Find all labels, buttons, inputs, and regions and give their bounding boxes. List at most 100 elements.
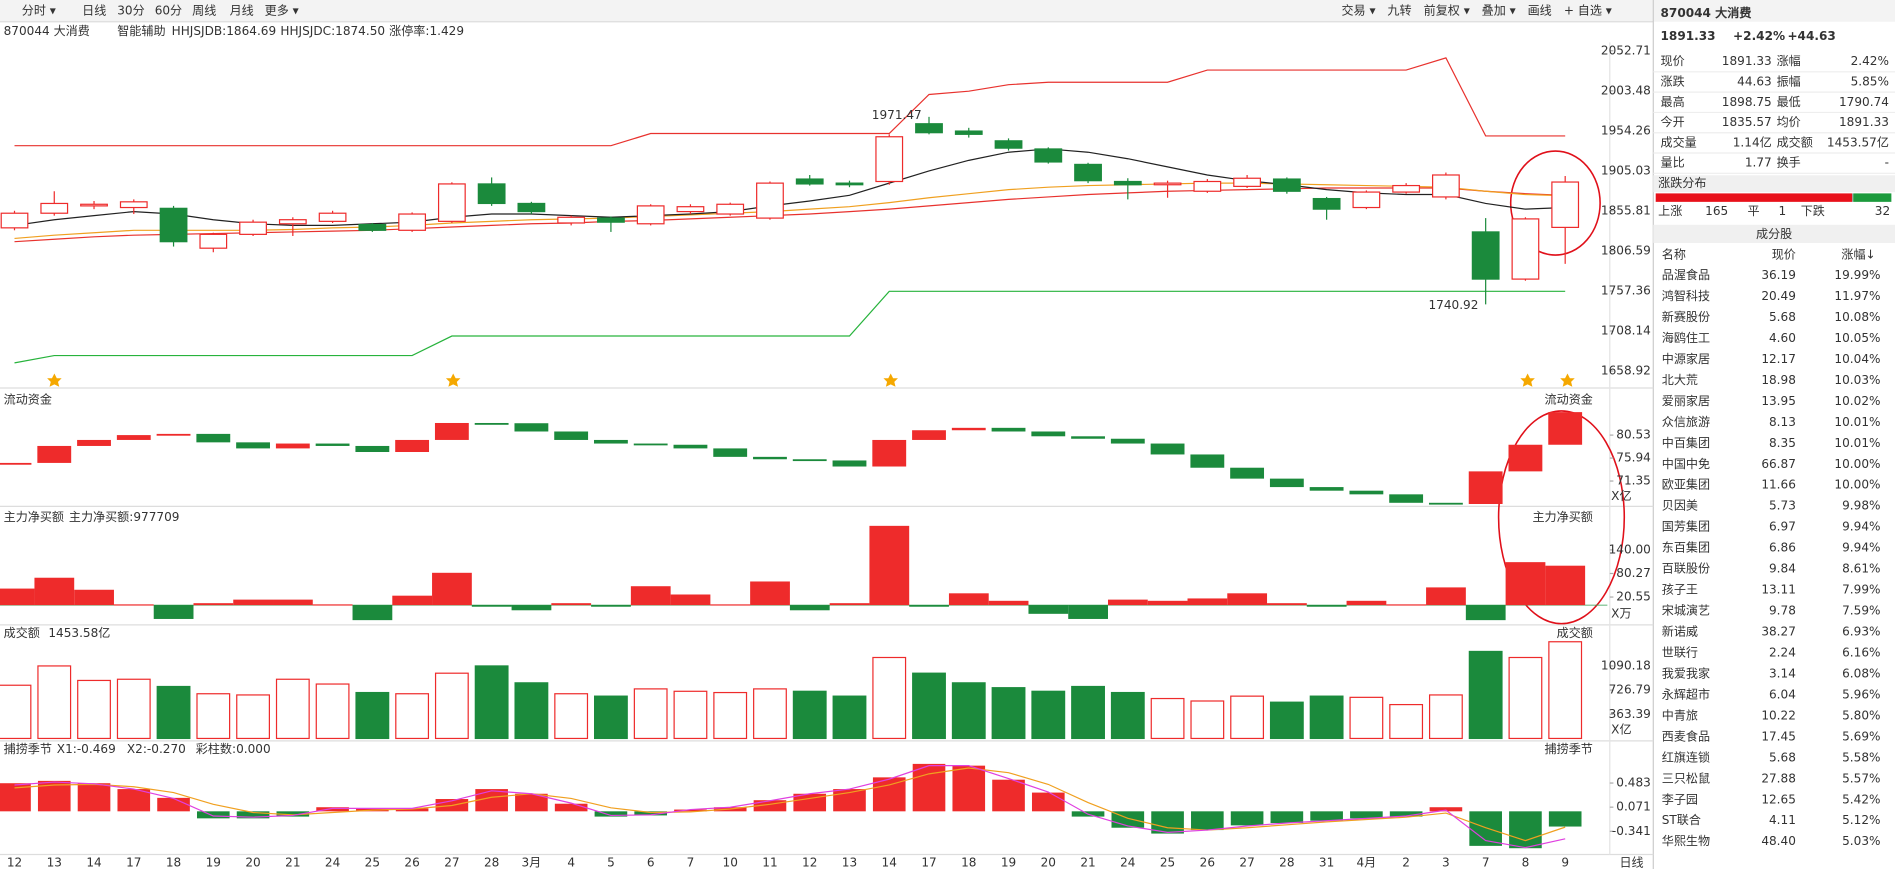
stock-name[interactable]: 百联股份 (1662, 562, 1710, 576)
stock-name[interactable]: 中青旅 (1662, 707, 1698, 722)
volume-bar (633, 688, 668, 740)
candle-body (40, 202, 69, 214)
flow-bar (196, 433, 231, 443)
quote-title: 870044 大消费 (1661, 5, 1752, 20)
flow-bar (1230, 467, 1265, 479)
net-bar (1465, 605, 1506, 621)
candle-body (994, 140, 1023, 149)
toolbar-tab[interactable]: 30分 (117, 3, 144, 17)
quote-label: 涨幅 (1777, 53, 1801, 68)
volume-bar (1071, 685, 1105, 740)
y-tick-label: 75.94 (1616, 451, 1651, 465)
x-tick-label: 13 (47, 855, 62, 869)
stock-name[interactable]: 国芳集团 (1662, 519, 1710, 534)
dist-label: 下跌 (1801, 203, 1825, 218)
stock-change: 7.99% (1842, 583, 1880, 597)
stock-name[interactable]: 品渥食品 (1662, 267, 1710, 282)
stock-name[interactable]: 中百集团 (1662, 435, 1710, 450)
flow-bar (673, 444, 708, 449)
candle-body (716, 203, 745, 215)
stock-price: 48.40 (1761, 834, 1796, 848)
flow-bar (1349, 490, 1384, 495)
flow-bar (594, 439, 628, 444)
stock-name[interactable]: 宋城演艺 (1662, 603, 1710, 618)
net-bar (193, 603, 234, 606)
net-bar (392, 595, 433, 606)
stock-name[interactable]: 世联行 (1662, 646, 1698, 660)
candle-body (1034, 148, 1063, 163)
stock-name[interactable]: 华熙生物 (1662, 834, 1710, 848)
stock-name[interactable]: 中源家居 (1662, 351, 1710, 366)
dist-bar-up (1655, 193, 1853, 202)
annotation-circle (1509, 150, 1601, 256)
volume-bar (1468, 650, 1503, 740)
stock-change: 9.98% (1842, 499, 1880, 513)
panel-title: 主力净买额 (1532, 510, 1592, 524)
legend-rate: 涨停率:1.429 (389, 23, 464, 38)
stock-name[interactable]: 我爱我家 (1662, 665, 1710, 680)
table-header[interactable]: 涨幅↓ (1841, 247, 1875, 262)
osc-line (14, 765, 1566, 849)
toolbar-button[interactable]: 叠加 ▾ (1482, 3, 1517, 17)
stock-name[interactable]: 三只松鼠 (1662, 771, 1710, 785)
stock-price: 11.66 (1761, 478, 1796, 492)
stock-change: 10.01% (1834, 415, 1880, 429)
y-tick-label: 1954.26 (1601, 123, 1651, 137)
stock-name[interactable]: 鸿智科技 (1662, 288, 1710, 303)
x-tick-label: 12 (802, 855, 817, 869)
stock-name[interactable]: 海鸥住工 (1662, 330, 1710, 345)
osc-bar (1350, 811, 1383, 819)
toolbar-button[interactable]: 交易 ▾ (1341, 2, 1376, 17)
toolbar-tab[interactable]: 分时 ▾ (22, 3, 57, 17)
x-tick-label: 10 (723, 855, 738, 869)
x-tick-label: 24 (1120, 855, 1135, 869)
panel-legend: 1453.58亿 (48, 625, 110, 640)
stock-name[interactable]: 欧亚集团 (1662, 477, 1710, 492)
stock-name[interactable]: 新诺威 (1662, 624, 1698, 639)
legend-assist[interactable]: 智能辅助 (117, 23, 165, 38)
stock-name[interactable]: 李子园 (1662, 791, 1698, 806)
quote-value: 1.14亿 (1733, 134, 1772, 149)
stock-name[interactable]: 贝因美 (1662, 499, 1698, 513)
net-bar (988, 600, 1029, 606)
flow-bar (872, 439, 907, 467)
toolbar-tab[interactable]: 月线 (230, 3, 254, 17)
stock-name[interactable]: 北大荒 (1662, 373, 1698, 387)
legend-b: HHJSJDB:1864.69 (172, 24, 277, 38)
volume-bar (951, 682, 986, 740)
stock-name[interactable]: 中国中免 (1662, 456, 1710, 471)
stock-name[interactable]: 爱丽家居 (1662, 393, 1710, 408)
net-bar (113, 604, 154, 606)
toolbar-tab[interactable]: 日线 (82, 3, 106, 17)
high-label: 1971.47 (872, 108, 922, 122)
flow-bar (156, 433, 191, 436)
volume-bar (1428, 694, 1463, 740)
candle-body (1392, 184, 1421, 193)
volume-bar (0, 684, 32, 740)
candle-body (239, 221, 267, 235)
net-bar (909, 605, 949, 607)
toolbar-button[interactable]: 画线 (1528, 3, 1552, 17)
stock-change: 9.94% (1842, 541, 1880, 555)
toolbar-tab[interactable]: 更多 ▾ (265, 3, 300, 17)
osc-bar (515, 793, 548, 812)
stock-name[interactable]: 永辉超市 (1662, 686, 1710, 701)
toolbar-button[interactable]: 前复权 ▾ (1424, 2, 1471, 17)
toolbar-button[interactable]: 九转 (1387, 2, 1411, 17)
stock-name[interactable]: 红旗连锁 (1662, 749, 1710, 764)
toolbar-button[interactable]: + 自选 ▾ (1564, 3, 1613, 17)
toolbar-tab[interactable]: 周线 (192, 3, 216, 17)
stock-name[interactable]: 新赛股份 (1662, 309, 1710, 324)
toolbar-tab[interactable]: 60分 (155, 3, 182, 17)
stock-name[interactable]: 众信旅游 (1662, 415, 1710, 429)
stock-name[interactable]: ST联合 (1662, 812, 1701, 827)
stock-name[interactable]: 孩子王 (1662, 583, 1698, 597)
quote-label: 成交额 (1777, 134, 1813, 149)
flow-bar (77, 439, 111, 446)
stock-name[interactable]: 东百集团 (1662, 540, 1710, 555)
stock-name[interactable]: 西麦食品 (1662, 728, 1710, 743)
osc-bar (316, 807, 349, 812)
osc-bar (872, 777, 906, 812)
panel-title: 捕捞季节 (4, 741, 52, 756)
net-bar (511, 605, 552, 611)
